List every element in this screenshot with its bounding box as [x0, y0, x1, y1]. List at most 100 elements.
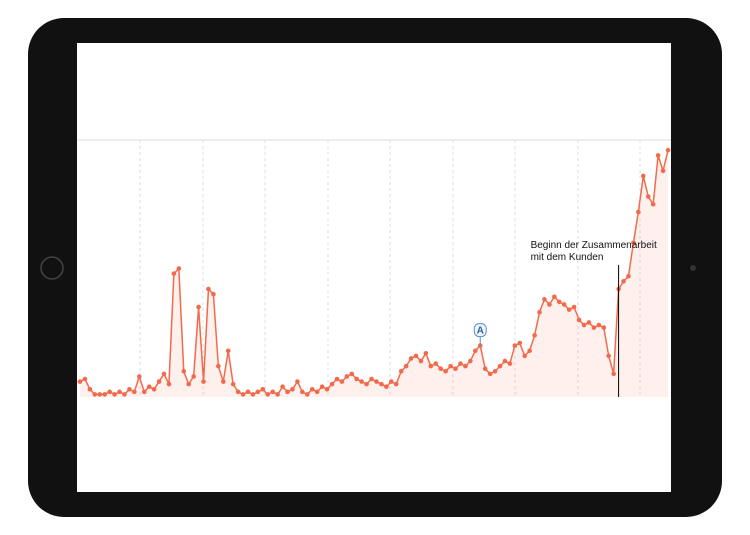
point [265, 392, 271, 397]
point [117, 389, 122, 395]
point [502, 358, 508, 364]
point [532, 333, 537, 338]
point [374, 379, 379, 384]
point [591, 325, 597, 330]
point [166, 381, 172, 387]
point [245, 389, 251, 395]
grid [139, 140, 641, 397]
point [171, 271, 177, 276]
point [527, 348, 532, 354]
point [433, 361, 439, 366]
flag-label: A [477, 326, 484, 337]
point [621, 279, 626, 284]
point [463, 363, 468, 369]
point [235, 389, 241, 395]
point [136, 374, 142, 379]
point [181, 369, 187, 374]
point [403, 363, 409, 369]
plot: A [77, 147, 671, 397]
annotation-label: Beginn der Zusammenarbeit mit dem Kunden [530, 240, 657, 263]
point [216, 363, 221, 369]
camera [690, 265, 696, 271]
point [220, 379, 226, 384]
point [285, 389, 290, 395]
point [324, 386, 330, 392]
point [334, 376, 340, 382]
point [260, 386, 266, 392]
point [581, 322, 587, 328]
point [97, 392, 103, 397]
point [537, 309, 542, 315]
point [280, 384, 285, 390]
point [576, 317, 582, 323]
area [80, 150, 668, 397]
point [492, 369, 498, 374]
point [359, 379, 364, 384]
point [650, 201, 656, 207]
point [270, 389, 276, 395]
point [295, 379, 300, 384]
point [423, 351, 429, 356]
point [314, 389, 320, 395]
point [122, 392, 127, 397]
point [413, 353, 419, 359]
point [354, 376, 360, 382]
point [468, 358, 473, 364]
point [472, 348, 478, 354]
point [379, 381, 384, 387]
point [482, 366, 488, 372]
point [206, 286, 211, 292]
point [636, 209, 641, 215]
point [547, 302, 552, 307]
point [304, 392, 310, 397]
point [443, 369, 448, 374]
point [611, 371, 616, 377]
point [82, 376, 88, 382]
point [186, 381, 192, 387]
point [552, 294, 557, 300]
point [349, 371, 355, 377]
point [300, 389, 305, 395]
point [561, 302, 567, 307]
point [156, 379, 162, 384]
home-button [40, 256, 64, 280]
point [571, 304, 577, 310]
point [127, 386, 132, 392]
point [344, 374, 350, 379]
point [601, 325, 607, 330]
point [398, 369, 404, 374]
point [77, 379, 83, 384]
point [507, 361, 513, 366]
point [477, 343, 483, 348]
point [660, 168, 666, 174]
screen [77, 43, 671, 492]
point [230, 381, 236, 387]
point [556, 299, 562, 305]
point [522, 353, 528, 359]
point [458, 361, 463, 366]
point [201, 379, 206, 384]
point [196, 304, 201, 310]
point [418, 358, 424, 364]
point [384, 384, 389, 390]
point [388, 379, 394, 384]
point [665, 147, 671, 153]
point [112, 392, 117, 397]
point [512, 343, 518, 348]
point [250, 392, 256, 397]
point [631, 240, 636, 246]
point [566, 307, 572, 312]
point [211, 291, 216, 297]
point [92, 392, 98, 397]
point [606, 353, 612, 359]
point [487, 371, 493, 377]
point [408, 356, 414, 361]
point [151, 386, 157, 392]
point [240, 392, 246, 397]
point [275, 392, 280, 397]
point [448, 363, 453, 369]
point [497, 363, 503, 369]
point [319, 384, 325, 390]
point [191, 374, 196, 379]
